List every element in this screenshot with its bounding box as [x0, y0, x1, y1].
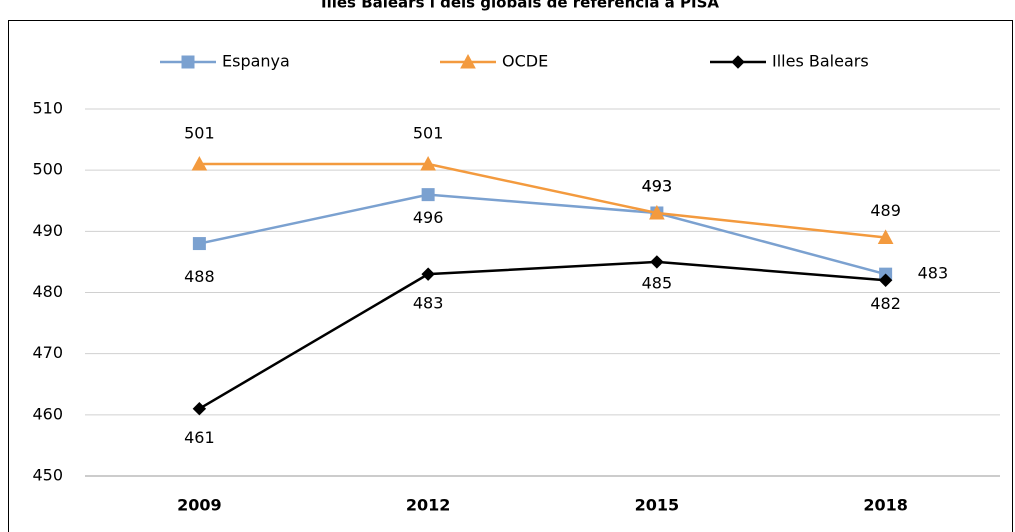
chart-title: Illes Balears i dels globals de referènc… — [321, 0, 719, 12]
y-tick-label: 480 — [32, 282, 63, 301]
y-tick-label: 450 — [32, 466, 63, 485]
point-marker — [421, 188, 435, 202]
point-marker — [192, 402, 207, 416]
data-label: 482 — [870, 294, 901, 313]
series-line — [198, 260, 886, 410]
point-marker — [191, 155, 208, 171]
y-tick-label: 500 — [32, 160, 63, 179]
y-tick-label: 490 — [32, 221, 63, 240]
legend-marker — [731, 55, 745, 69]
data-label: 496 — [413, 208, 444, 227]
legend-label: OCDE — [502, 52, 548, 71]
legend-label: Espanya — [222, 52, 290, 71]
point-marker — [421, 267, 435, 281]
data-label: 461 — [184, 428, 215, 447]
x-tick-label: 2009 — [177, 496, 222, 515]
data-label: 488 — [184, 267, 215, 286]
x-tick-label: 2015 — [635, 496, 680, 515]
data-label: 501 — [413, 124, 444, 143]
data-label: 493 — [642, 176, 673, 195]
x-tick-label: 2018 — [863, 496, 908, 515]
point-marker — [650, 255, 664, 269]
chart-border — [8, 20, 1013, 532]
series-line — [199, 162, 886, 239]
legend-label: Illes Balears — [772, 52, 869, 71]
data-label: 493 — [642, 176, 673, 195]
data-label: 489 — [870, 201, 901, 220]
x-tick-label: 2012 — [406, 496, 451, 515]
point-marker — [649, 204, 665, 220]
data-label: 501 — [184, 124, 215, 143]
point-marker — [878, 273, 893, 287]
legend-marker — [460, 53, 476, 69]
y-tick-label: 470 — [32, 343, 63, 362]
data-label: 483 — [413, 294, 444, 313]
data-label: 483 — [918, 264, 949, 283]
point-marker — [877, 229, 894, 244]
legend-marker — [181, 55, 195, 69]
data-label: 485 — [642, 273, 673, 292]
point-marker — [420, 155, 436, 171]
point-marker — [192, 237, 206, 251]
y-tick-label: 460 — [32, 404, 63, 423]
y-tick-label: 510 — [32, 99, 63, 118]
series-line — [199, 193, 886, 276]
